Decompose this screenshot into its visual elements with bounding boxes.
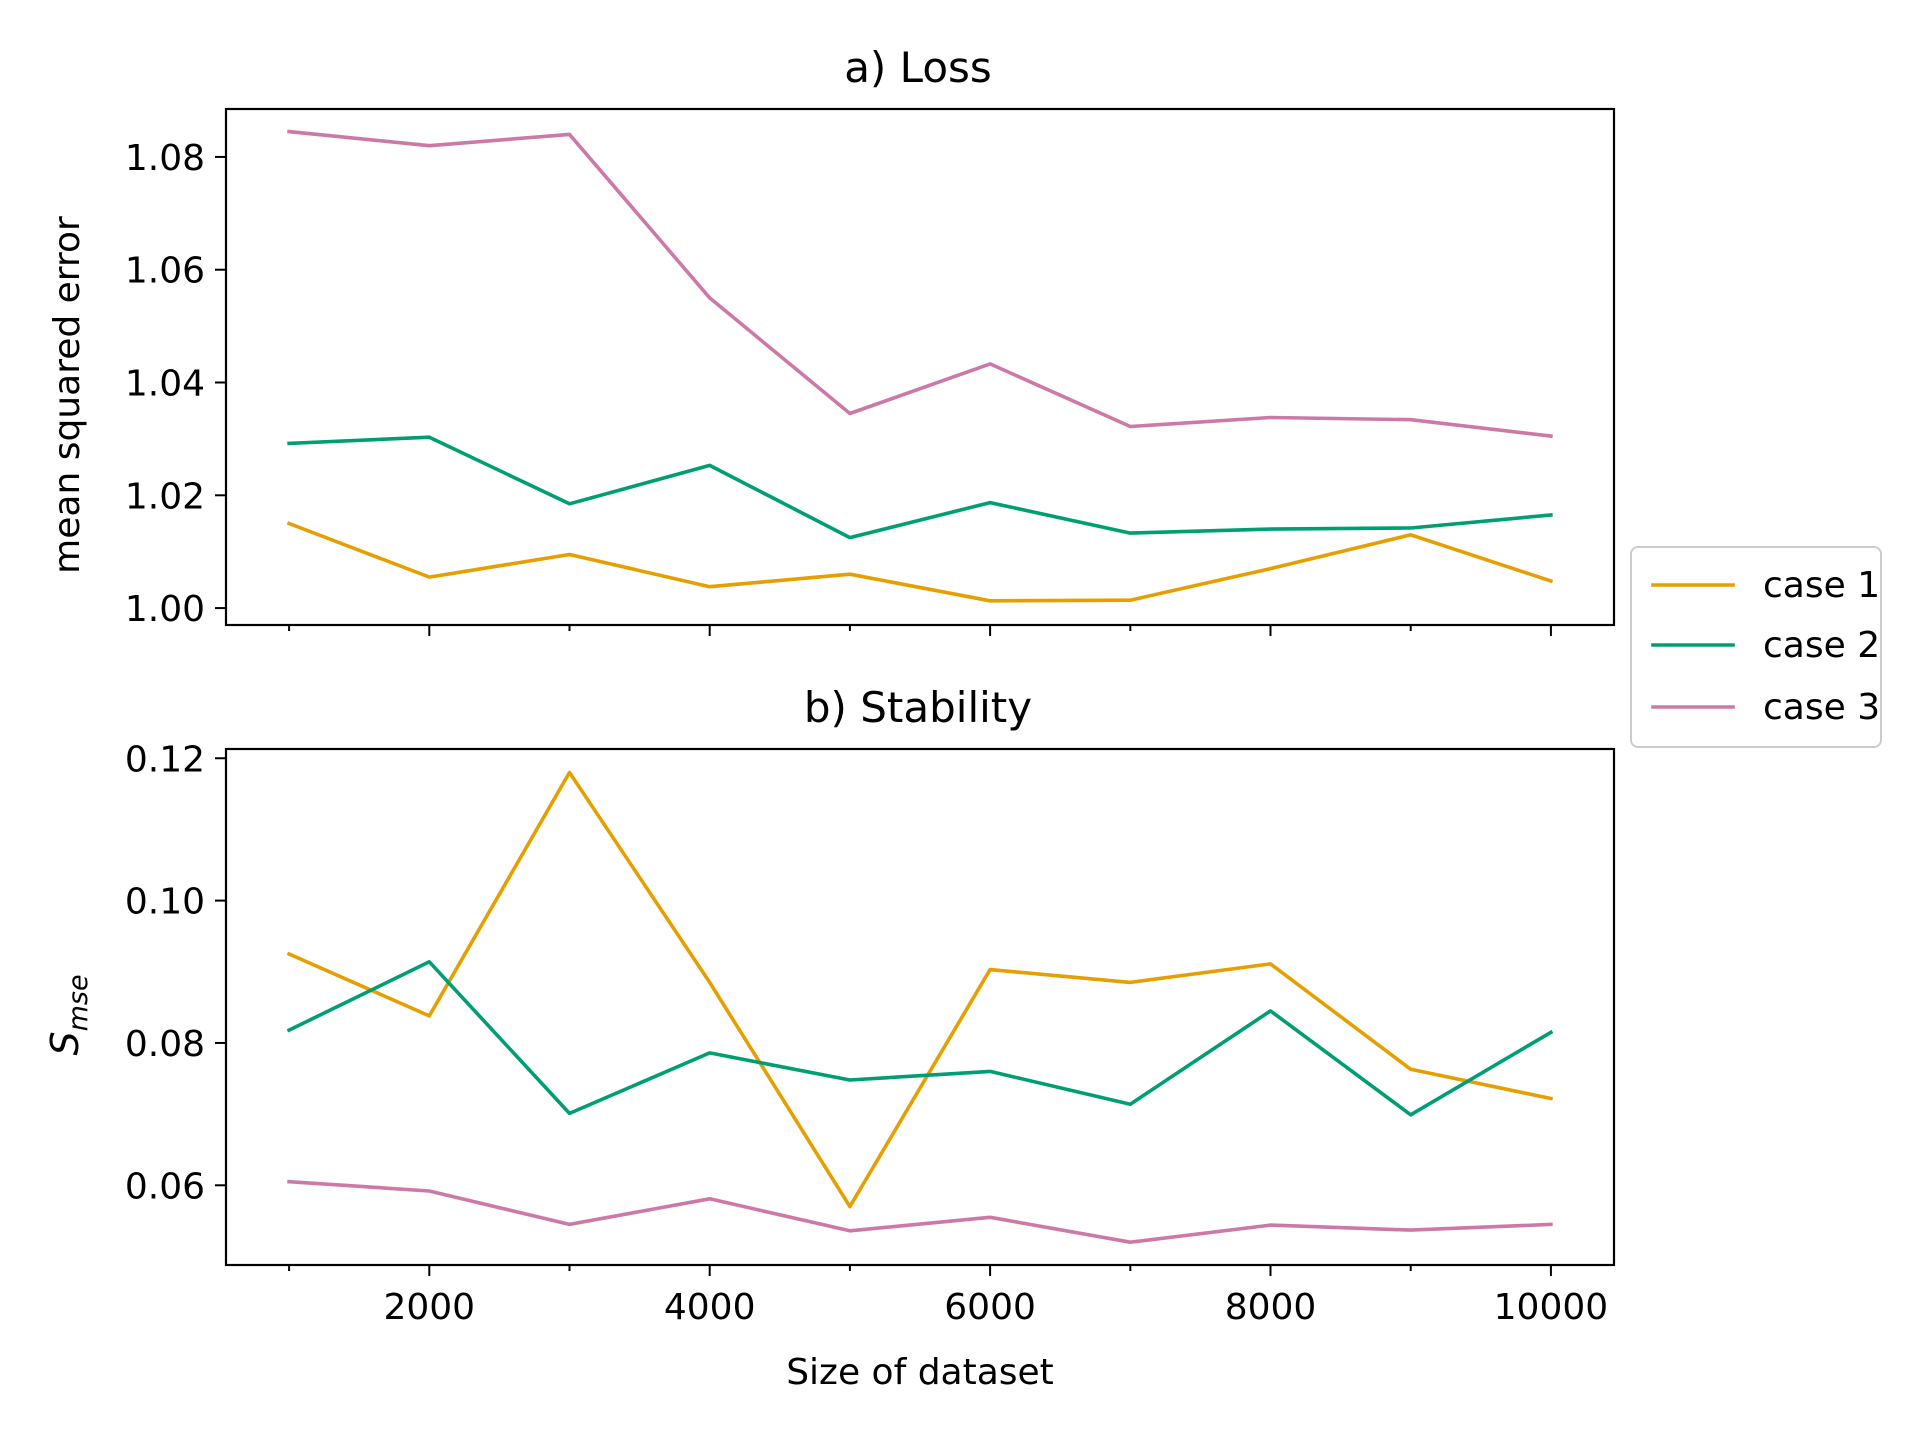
stability-y-tick-label: 0.08 bbox=[125, 1024, 205, 1065]
legend: case 1 case 2 case 3 bbox=[1630, 546, 1882, 748]
stability-plot-lines bbox=[286, 770, 1554, 1244]
stability-series-line-case-1 bbox=[286, 770, 1554, 1209]
loss-y-tick-label: 1.08 bbox=[125, 138, 205, 179]
legend-label-case-1: case 1 bbox=[1763, 565, 1880, 606]
loss-series-line-case-3 bbox=[287, 129, 1553, 439]
stability-axis-ticks: 2000 4000 6000 8000 10000 0.06 0.08 0.10 0.12 bbox=[125, 739, 1608, 1328]
loss-y-tick-label: 1.00 bbox=[125, 589, 205, 630]
x-axis-label: Size of dataset bbox=[786, 1352, 1054, 1393]
loss-plot-lines bbox=[286, 129, 1554, 603]
stability-y-axis-label-main: S bbox=[43, 1031, 87, 1055]
loss-y-tick-label: 1.06 bbox=[125, 251, 205, 292]
stability-x-tick-label: 8000 bbox=[1225, 1287, 1317, 1328]
legend-label-case-3: case 3 bbox=[1763, 687, 1880, 728]
stability-y-axis-label-subscript: mse bbox=[63, 974, 94, 1031]
stability-x-tick-label: 4000 bbox=[664, 1287, 756, 1328]
loss-y-axis-label: mean squared error bbox=[47, 216, 88, 574]
stability-x-tick-label: 10000 bbox=[1494, 1287, 1609, 1328]
loss-y-tick-label: 1.02 bbox=[125, 476, 205, 517]
loss-y-tick-label: 1.04 bbox=[125, 364, 205, 405]
stability-y-tick-label: 0.12 bbox=[125, 739, 205, 780]
loss-panel: a) Loss mean squared error 1.001.021.041… bbox=[47, 43, 1616, 636]
legend-box bbox=[1630, 546, 1882, 748]
stability-panel-title: b) Stability bbox=[804, 683, 1032, 732]
loss-panel-title: a) Loss bbox=[844, 43, 992, 92]
stability-y-tick-label: 0.10 bbox=[125, 882, 205, 923]
stability-x-tick-label: 6000 bbox=[944, 1287, 1036, 1328]
stability-series-line-case-3 bbox=[287, 1179, 1553, 1244]
stability-y-axis-label: Smse bbox=[43, 974, 94, 1055]
stability-panel: b) Stability Smse 2000 4000 6000 8000 10000 0… bbox=[43, 683, 1616, 1393]
loss-axis-ticks: 1.00 1.02 1.04 1.06 1.08 bbox=[125, 138, 1552, 636]
loss-series-line-case-1 bbox=[286, 521, 1554, 603]
stability-series-line-case-2 bbox=[286, 959, 1554, 1117]
stability-y-tick-label: 0.06 bbox=[125, 1166, 205, 1207]
loss-series-line-case-2 bbox=[287, 435, 1553, 540]
legend-label-case-2: case 2 bbox=[1763, 625, 1880, 666]
stability-plot-frame bbox=[224, 747, 1616, 1267]
stability-x-tick-label: 2000 bbox=[383, 1287, 475, 1328]
loss-plot-frame bbox=[224, 107, 1616, 627]
